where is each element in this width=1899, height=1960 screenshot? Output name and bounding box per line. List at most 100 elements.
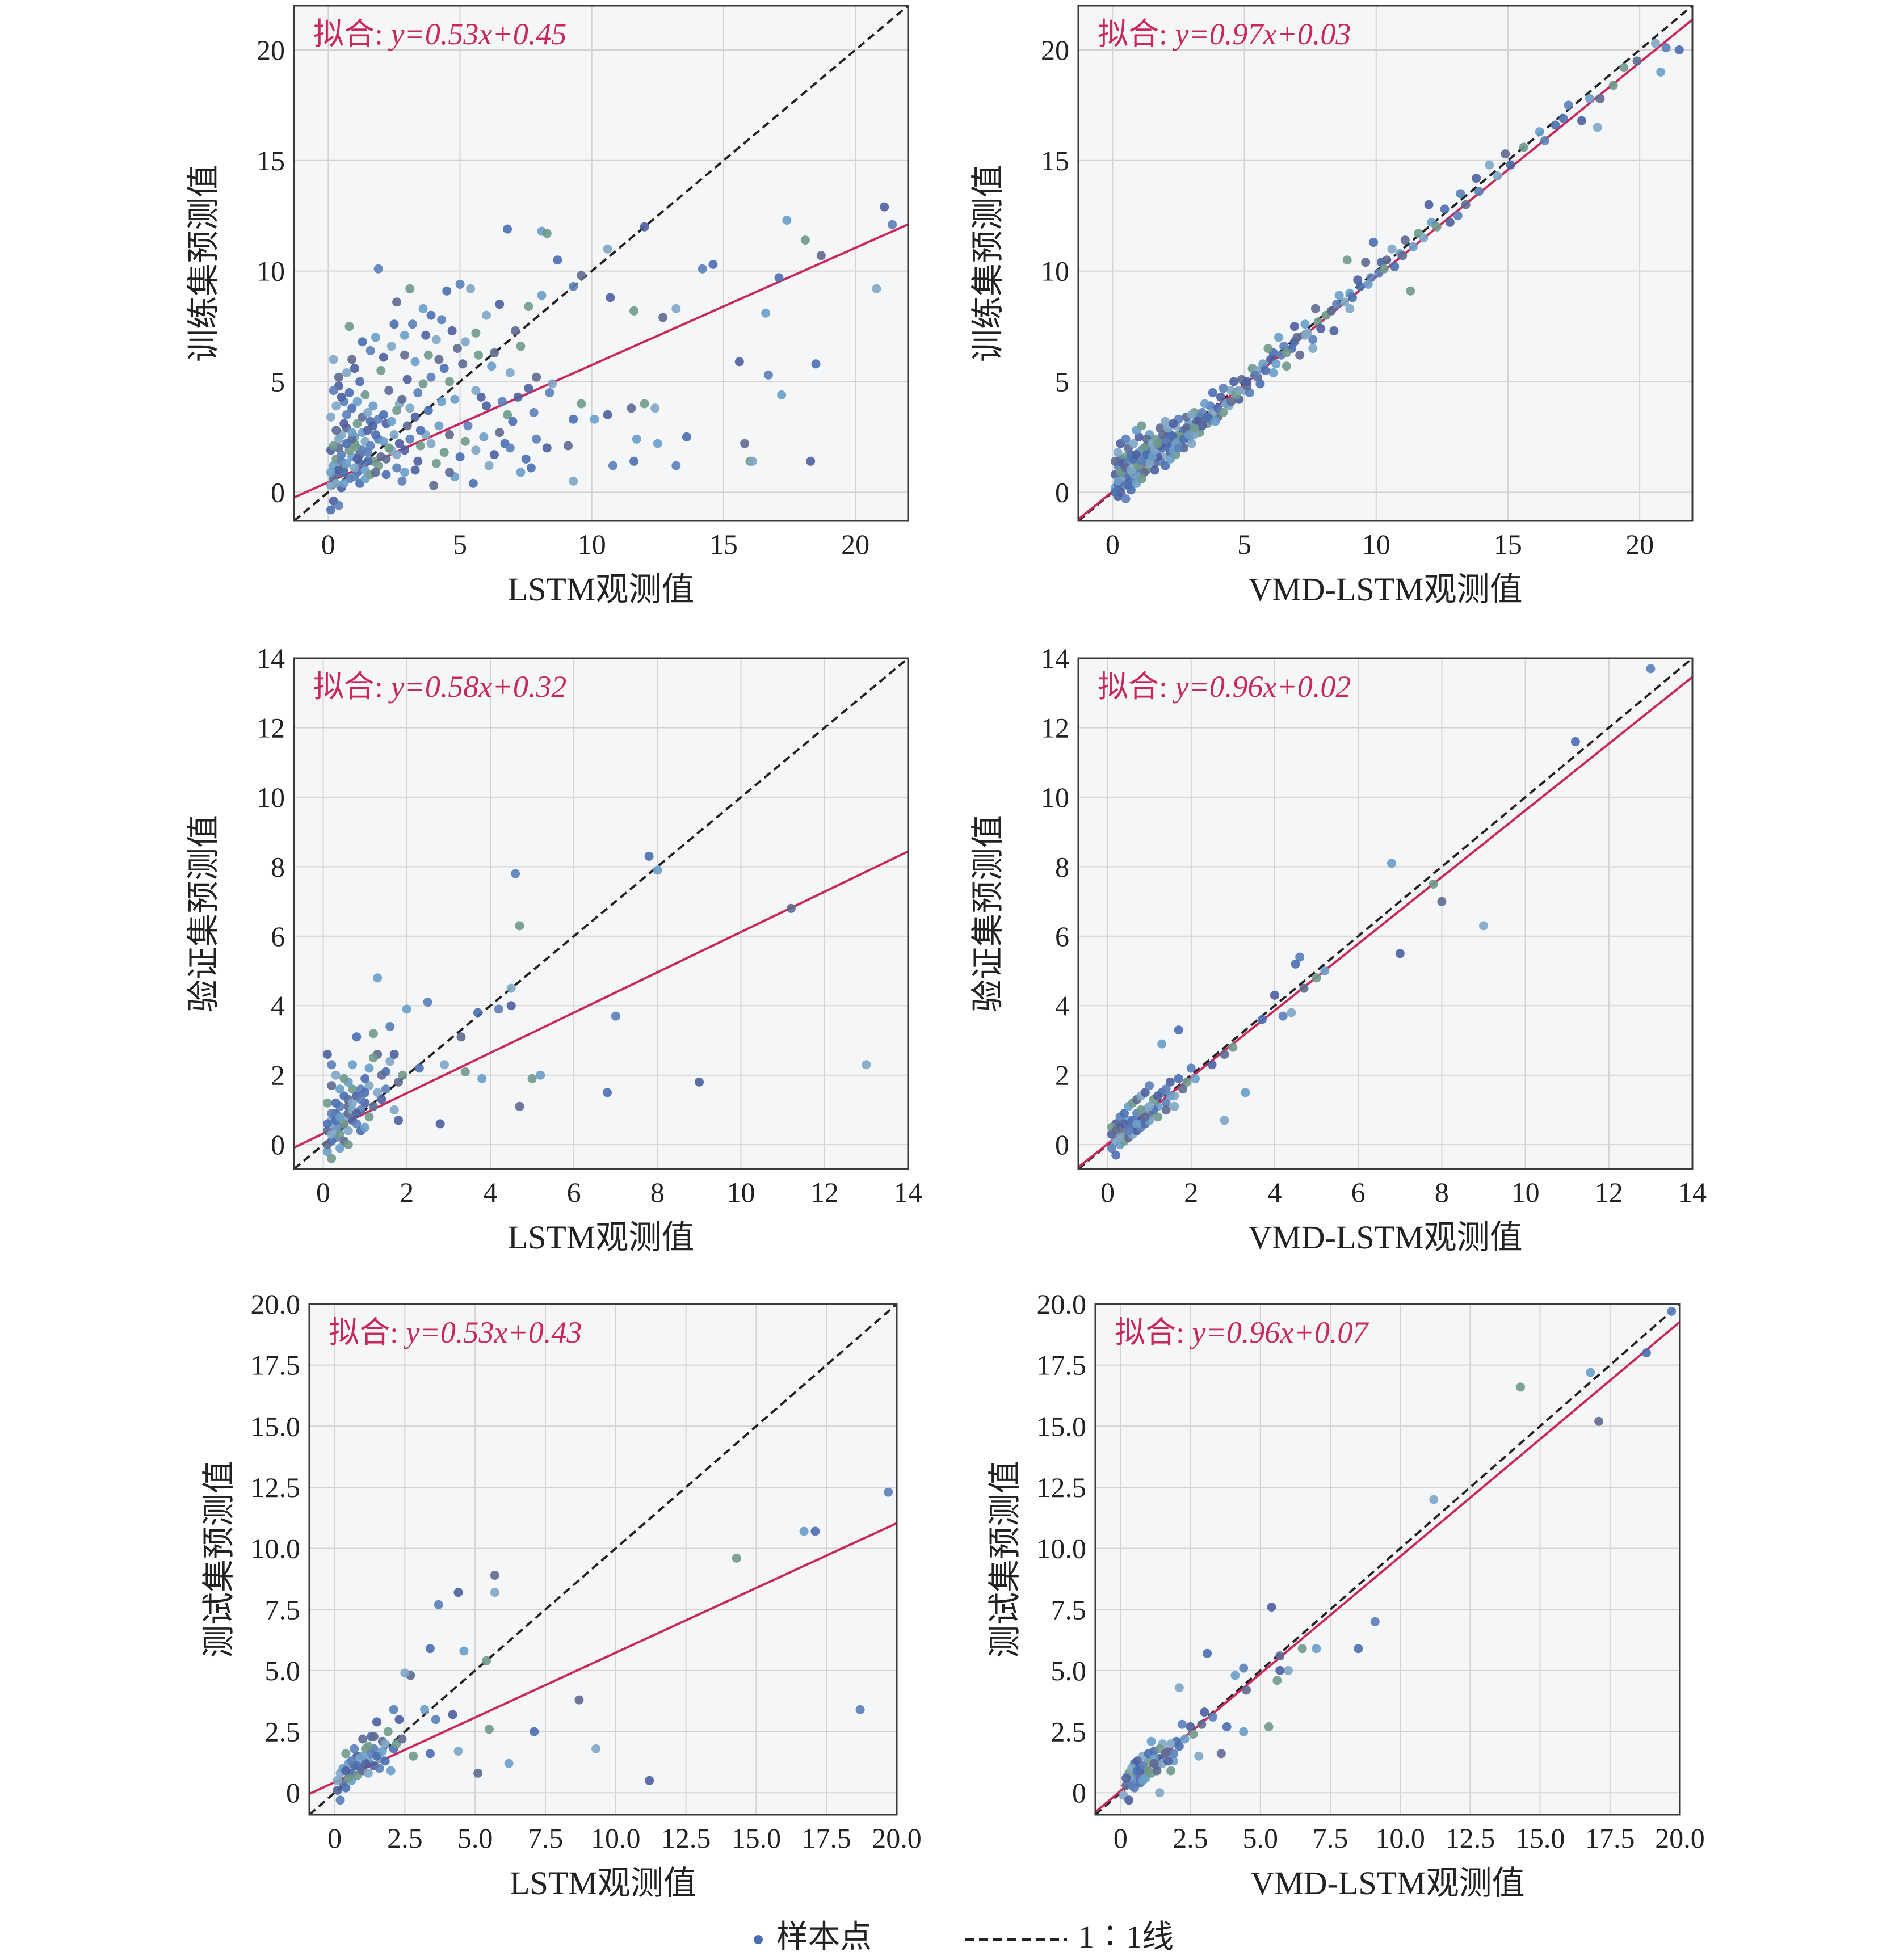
x-tick-label: 15.0 bbox=[732, 1822, 782, 1854]
scatter-point bbox=[640, 399, 649, 409]
scatter-point bbox=[1127, 1781, 1137, 1790]
scatter-point bbox=[1111, 1126, 1121, 1135]
scatter-point bbox=[379, 410, 388, 419]
scatter-point bbox=[1329, 326, 1339, 335]
scatter-point bbox=[529, 408, 539, 417]
scatter-point bbox=[1297, 1644, 1307, 1654]
scatter-point bbox=[381, 470, 391, 480]
scatter-point bbox=[423, 998, 432, 1007]
fit-equation: 拟合: y=0.97x+0.03 bbox=[1098, 17, 1351, 51]
scatter-point bbox=[1646, 664, 1656, 674]
scatter-point bbox=[508, 417, 518, 426]
scatter-point bbox=[1187, 439, 1196, 448]
scatter-point bbox=[1161, 1084, 1171, 1094]
scatter-point bbox=[1250, 370, 1260, 380]
scatter-point bbox=[334, 500, 343, 510]
y-tick-label: 7.5 bbox=[265, 1593, 301, 1625]
scatter-point bbox=[348, 1098, 357, 1108]
scatter-point bbox=[368, 421, 378, 431]
scatter-point bbox=[402, 1004, 411, 1014]
x-tick-label: 10.0 bbox=[1375, 1822, 1425, 1854]
x-axis-label: VMD-LSTM观测值 bbox=[1248, 1219, 1522, 1256]
fit-line bbox=[309, 1522, 897, 1795]
scatter-point bbox=[368, 1053, 378, 1063]
scatter-point bbox=[1157, 1039, 1167, 1049]
scatter-point bbox=[405, 284, 415, 293]
scatter-point bbox=[415, 426, 425, 435]
x-axis-label: VMD-LSTM观测值 bbox=[1250, 1865, 1524, 1902]
scatter-point bbox=[569, 476, 578, 486]
y-tick-label: 0 bbox=[271, 476, 285, 508]
scatter-point bbox=[1166, 1766, 1176, 1776]
scatter-point bbox=[521, 454, 531, 464]
scatter-points bbox=[326, 202, 897, 515]
scatter-point bbox=[400, 468, 409, 477]
scatter-point bbox=[358, 337, 367, 347]
scatter-point bbox=[644, 852, 654, 861]
scatter-point bbox=[489, 450, 499, 460]
scatter-point bbox=[410, 412, 420, 422]
panel-train-lstm: 0 5 10 15 20 0 5 10 15 20 拟合: y=0.53x+0.45 LSTM观测… bbox=[185, 5, 909, 608]
y-tick-label: 5 bbox=[271, 365, 285, 397]
scatter-point bbox=[473, 1768, 483, 1778]
scatter-point bbox=[377, 1747, 387, 1756]
scatter-point bbox=[1363, 280, 1373, 289]
scatter-point bbox=[1353, 275, 1363, 285]
scatter-point bbox=[397, 394, 407, 404]
scatter-point bbox=[606, 293, 615, 302]
y-tick-label: 5.0 bbox=[1051, 1655, 1087, 1686]
scatter-point bbox=[761, 308, 771, 318]
scatter-point bbox=[418, 304, 428, 313]
scatter-point bbox=[425, 1749, 435, 1759]
scatter-point bbox=[368, 1101, 378, 1111]
scatter-point bbox=[1272, 1676, 1282, 1685]
scatter-point bbox=[420, 1705, 429, 1714]
plot-frame bbox=[1077, 5, 1694, 522]
scatter-point bbox=[1651, 39, 1660, 48]
scatter-point bbox=[342, 410, 351, 419]
scatter-point bbox=[385, 1022, 395, 1031]
scatter-point bbox=[1282, 348, 1291, 357]
scatter-point bbox=[331, 401, 341, 411]
scatter-point bbox=[774, 273, 784, 283]
scatter-point bbox=[1593, 123, 1602, 132]
scatter-point bbox=[331, 478, 341, 488]
scatter-point bbox=[347, 403, 357, 413]
scatter-point bbox=[339, 1074, 349, 1083]
x-tick-label: 17.5 bbox=[801, 1822, 851, 1854]
scatter-point bbox=[1146, 1736, 1156, 1746]
scatter-point bbox=[1432, 222, 1442, 232]
scatter-point bbox=[1180, 1734, 1190, 1744]
scatter-point bbox=[402, 375, 412, 384]
scatter-point bbox=[413, 388, 423, 397]
scatter-points bbox=[1119, 1306, 1677, 1805]
x-tick-label: 8 bbox=[1435, 1176, 1449, 1208]
scatter-point bbox=[392, 297, 402, 307]
tick-labels: 0 5 10 15 20 0 5 10 15 20 bbox=[1041, 34, 1654, 560]
scatter-point bbox=[748, 456, 757, 466]
scatter-point bbox=[1303, 328, 1312, 338]
scatter-point bbox=[347, 428, 357, 438]
scatter-point bbox=[394, 1116, 403, 1125]
scatter-point bbox=[423, 406, 433, 415]
scatter-point bbox=[1234, 386, 1244, 396]
scatter-point bbox=[339, 468, 349, 477]
scatter-point bbox=[1228, 1042, 1238, 1052]
scatter-point bbox=[1242, 1685, 1251, 1695]
y-tick-label: 10.0 bbox=[1037, 1533, 1087, 1564]
scatter-point bbox=[1211, 417, 1220, 426]
scatter-point bbox=[1120, 1119, 1129, 1129]
scatter-point bbox=[1564, 100, 1573, 110]
scatter-point bbox=[1289, 322, 1299, 331]
scatter-point bbox=[1216, 392, 1225, 402]
fit-equation-text: y=0.58x+0.32 bbox=[388, 670, 567, 704]
scatter-point bbox=[734, 357, 744, 367]
scatter-point bbox=[536, 1070, 545, 1080]
x-tick-label: 10 bbox=[1362, 528, 1390, 560]
scatter-point bbox=[545, 388, 554, 397]
x-tick-label: 12.5 bbox=[661, 1822, 711, 1854]
scatter-point bbox=[322, 1119, 332, 1129]
scatter-point bbox=[385, 1057, 395, 1066]
x-tick-label: 6 bbox=[1351, 1176, 1366, 1208]
